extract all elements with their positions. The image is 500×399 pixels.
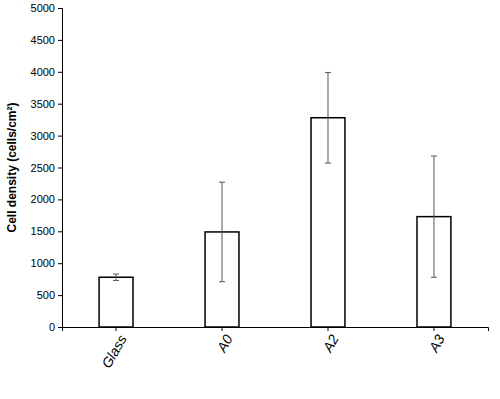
error-line (222, 182, 223, 282)
x-tick-mark (116, 327, 117, 331)
y-tick: 4000 (31, 66, 62, 78)
y-tick-mark (58, 72, 62, 73)
error-cap (431, 156, 437, 157)
y-tick: 2000 (31, 193, 62, 205)
error-cap (113, 280, 119, 281)
y-tick-label: 0 (49, 321, 55, 333)
x-axis-line (63, 328, 489, 332)
y-tick-label: 5000 (31, 2, 55, 14)
error-line (433, 156, 434, 277)
y-tick-mark (58, 40, 62, 41)
x-tick: A0 (213, 327, 236, 356)
y-tick-label: 1000 (31, 257, 55, 269)
y-tick-label: 3500 (31, 98, 55, 110)
x-tick: A2 (319, 327, 342, 356)
error-cap (325, 72, 331, 73)
bar (99, 277, 133, 327)
y-tick: 500 (37, 289, 62, 301)
y-tick-label: 2500 (31, 162, 55, 174)
y-tick-mark (58, 295, 62, 296)
y-tick-mark (58, 327, 62, 328)
x-tick-label: Glass (98, 332, 130, 371)
chart: 0 500 1000 1500 2000 2500 3000 3500 4000 4500 5000… (0, 0, 500, 399)
x-tick-label: A3 (425, 332, 448, 356)
error-cap (219, 182, 225, 183)
y-tick-label: 1500 (31, 225, 55, 237)
y-tick-label: 4000 (31, 66, 55, 78)
y-tick-label: 3000 (31, 130, 55, 142)
error-cap (431, 277, 437, 278)
y-tick: 2500 (31, 162, 62, 174)
y-tick-mark (58, 168, 62, 169)
y-tick-mark (58, 199, 62, 200)
error-line (327, 72, 328, 163)
error-cap (325, 163, 331, 164)
y-tick-mark (58, 104, 62, 105)
y-tick-mark (58, 231, 62, 232)
y-axis-title: Cell density (cells/cm²) (5, 102, 19, 232)
y-tick: 3000 (31, 130, 62, 142)
marks (99, 72, 451, 327)
error-line (116, 274, 117, 280)
y-tick: 4500 (31, 34, 62, 46)
x-tick-mark (222, 327, 223, 331)
y-tick-mark (58, 136, 62, 137)
error-bar (325, 72, 331, 163)
y-axis-line (58, 9, 63, 328)
x-tick: A3 (425, 327, 448, 356)
error-bar (219, 182, 225, 282)
error-cap (113, 274, 119, 275)
y-axis: 0 500 1000 1500 2000 2500 3000 3500 4000 4500 5000 (31, 2, 63, 333)
y-tick: 3500 (31, 98, 62, 110)
x-axis: Glass A0 A2 A3 (63, 327, 489, 371)
y-tick: 0 (49, 321, 62, 333)
x-tick-label: A2 (319, 332, 342, 356)
x-tick: Glass (98, 327, 130, 371)
x-tick-mark (433, 327, 434, 331)
error-cap (219, 281, 225, 282)
y-tick-mark (58, 8, 62, 9)
x-tick-mark (327, 327, 328, 331)
y-tick-label: 500 (37, 289, 55, 301)
y-tick-label: 2000 (31, 193, 55, 205)
error-bar (431, 156, 437, 277)
y-tick: 1000 (31, 257, 62, 269)
x-tick-label: A0 (213, 332, 236, 356)
error-bar (113, 274, 119, 280)
plot: 0 500 1000 1500 2000 2500 3000 3500 4000 4500 5000… (31, 2, 489, 371)
y-tick-mark (58, 263, 62, 264)
y-tick: 1500 (31, 225, 62, 237)
y-tick: 5000 (31, 2, 62, 14)
y-tick-label: 4500 (31, 34, 55, 46)
